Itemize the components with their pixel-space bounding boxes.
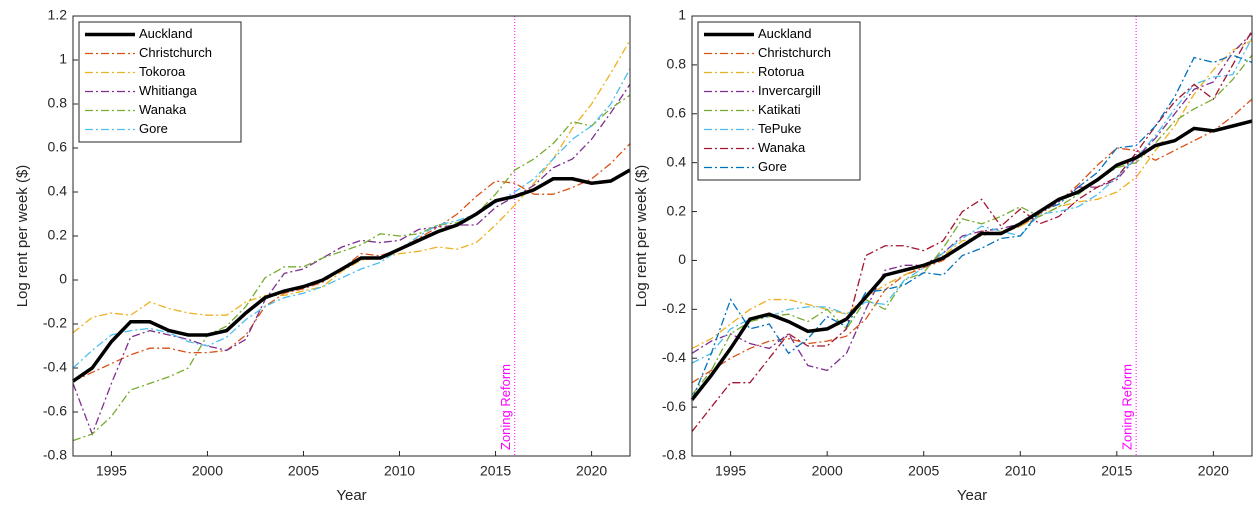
series-line	[691, 37, 1253, 364]
y-tick-label: 0.2	[48, 227, 68, 243]
series-line	[72, 143, 631, 382]
y-tick-label: -0.8	[43, 447, 67, 463]
y-tick-label: -0.2	[43, 315, 67, 331]
annotation-text: Zoning Reform	[498, 364, 513, 450]
y-tick-label: -0.2	[662, 300, 686, 316]
x-tick-label: 2020	[576, 463, 607, 479]
legend-label: Gore	[758, 159, 787, 174]
y-tick-label: 1.2	[48, 7, 68, 23]
y-axis-label: Log rent per week ($)	[633, 165, 650, 308]
legend-label: Auckland	[758, 26, 811, 41]
y-tick-label: -0.8	[662, 447, 686, 463]
x-tick-label: 2005	[908, 463, 939, 479]
x-tick-label: 2005	[288, 463, 319, 479]
series-line	[72, 168, 631, 383]
y-tick-label: -0.4	[662, 349, 686, 365]
y-tick-label: 0.2	[667, 202, 687, 218]
x-tick-label: 2020	[1198, 463, 1229, 479]
legend-label: Whitianga	[139, 83, 198, 98]
legend-box	[697, 21, 861, 181]
x-tick-label: 1995	[96, 463, 127, 479]
y-tick-label: 0	[678, 251, 686, 267]
y-tick-label: 0	[59, 271, 67, 287]
legend-label: Katikati	[758, 102, 801, 117]
x-tick-label: 2010	[1005, 463, 1036, 479]
y-tick-label: 1	[59, 51, 67, 67]
y-tick-label: 0.6	[48, 139, 68, 155]
x-axis-label: Year	[957, 487, 987, 504]
series-line	[691, 98, 1253, 384]
series-line	[691, 54, 1253, 401]
legend-label: Tokoroa	[139, 64, 186, 79]
y-tick-label: -0.6	[662, 398, 686, 414]
legend-label: TePuke	[758, 121, 801, 136]
x-tick-label: 2010	[384, 463, 415, 479]
legend-label: Invercargill	[758, 83, 821, 98]
x-axis-label: Year	[336, 487, 366, 504]
legend-label: Wanaka	[139, 102, 187, 117]
y-tick-label: 0.6	[667, 104, 687, 120]
series-line	[72, 39, 631, 334]
legend-label: Auckland	[139, 26, 192, 41]
axes-frame	[691, 15, 1253, 457]
x-tick-label: 1995	[715, 463, 746, 479]
series-line	[691, 30, 1253, 432]
series-line	[691, 54, 1253, 396]
x-tick-label: 2000	[192, 463, 223, 479]
series-line	[72, 83, 631, 436]
legend-label: Christchurch	[139, 45, 212, 60]
series-line	[690, 119, 1253, 401]
y-tick-label: -0.6	[43, 403, 67, 419]
y-tick-label: 0.8	[48, 95, 68, 111]
y-tick-label: 1	[678, 7, 686, 23]
y-axis-label: Log rent per week ($)	[14, 165, 31, 308]
legend-label: Rotorua	[758, 64, 805, 79]
legend-label: Gore	[139, 121, 168, 136]
legend-label: Wanaka	[758, 140, 806, 155]
x-tick-label: 2015	[480, 463, 511, 479]
series-line	[72, 94, 631, 442]
y-tick-label: -0.4	[43, 359, 67, 375]
legend-label: Christchurch	[758, 45, 831, 60]
annotation-text: Zoning Reform	[1120, 364, 1135, 450]
x-tick-label: 2015	[1101, 463, 1132, 479]
y-tick-label: 0.4	[667, 153, 687, 169]
y-tick-label: 0.4	[48, 183, 68, 199]
axes-frame	[72, 15, 631, 457]
x-tick-label: 2000	[812, 463, 843, 479]
legend-box	[78, 21, 242, 143]
y-tick-label: 0.8	[667, 56, 687, 72]
